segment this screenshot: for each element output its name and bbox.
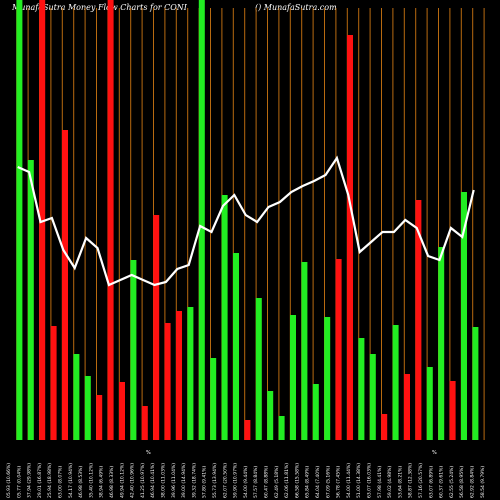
bar xyxy=(221,195,228,440)
bar xyxy=(324,317,331,440)
x-tick-label: 54.00 (11.44%) xyxy=(346,463,352,498)
x-tick-label: 05.93 (10.66%) xyxy=(6,463,12,498)
x-tick-label: 60.37 (9.61%) xyxy=(439,466,445,498)
bar xyxy=(210,358,217,440)
bar xyxy=(96,395,103,440)
x-tick-label: 58.54 (9.79%) xyxy=(480,466,486,498)
x-tick-label: 39.96 (11.04%) xyxy=(171,463,177,498)
bar xyxy=(84,376,91,440)
x-tick-label: 60.47 (8.88%) xyxy=(264,466,270,498)
x-tick-label: 46.98 (8.53%) xyxy=(78,466,84,498)
x-tick-label: 63.07 (6.89%) xyxy=(428,466,434,498)
bar xyxy=(290,315,296,440)
bar xyxy=(301,262,308,440)
x-tick-label: 46.98 (8.33%) xyxy=(109,466,115,498)
x-tick-label: 62.07 (20.50%) xyxy=(222,463,228,498)
x-tick-label: 62.49 (5.18%) xyxy=(274,466,280,498)
x-tick-label: 62.92 (8.84%) xyxy=(470,466,476,498)
bar xyxy=(369,354,376,440)
bar xyxy=(27,160,34,440)
bar xyxy=(404,374,410,440)
percent-marker-right: % xyxy=(432,450,437,456)
x-tick-label: 56.58 (8.95%) xyxy=(459,466,465,498)
x-tick-label: 39.00 (14.94%) xyxy=(181,463,187,498)
x-tick-label: 59.90 (10.97%) xyxy=(233,463,239,498)
x-tick-label: 64.04 (7.40%) xyxy=(315,466,321,498)
x-tick-label: 54.00 (9.44%) xyxy=(243,466,249,498)
bar xyxy=(187,307,194,440)
x-tick-label: 57.98 (4.41%) xyxy=(377,466,383,498)
x-tick-label: 63.00 (8.07%) xyxy=(58,466,64,498)
bar xyxy=(119,382,125,440)
bar xyxy=(267,391,274,440)
bar xyxy=(198,0,205,440)
x-tick-label: 63.07 (16.03%) xyxy=(367,463,373,498)
x-tick-label: 46.94 (10.41%) xyxy=(150,463,156,498)
x-tick-label: 58.87 (12.38%) xyxy=(408,463,414,498)
bar xyxy=(312,384,319,440)
bar xyxy=(358,338,365,440)
bar xyxy=(255,298,262,440)
bar xyxy=(472,327,479,440)
x-tick-label: 49.94 (10.12%) xyxy=(119,463,125,498)
x-tick-label: 25.94 (18.98%) xyxy=(47,463,53,498)
bar xyxy=(244,420,251,440)
bar xyxy=(164,323,171,440)
x-tick-label: 38.94 (6.49%) xyxy=(99,466,105,498)
bar xyxy=(16,0,23,440)
bar xyxy=(233,253,239,440)
x-tick-label: 66.58 (15.58%) xyxy=(294,463,300,498)
percent-marker-left: % xyxy=(146,450,151,456)
x-tick-label: 53.64 (8.21%) xyxy=(397,466,403,498)
bar xyxy=(381,414,388,440)
money-flow-line xyxy=(17,155,475,287)
bar xyxy=(62,130,68,440)
bar-series xyxy=(16,0,479,440)
bar xyxy=(438,247,445,440)
x-tick-label: 56.78 (7.45%) xyxy=(336,466,342,498)
x-tick-label: 41.25 (10.97%) xyxy=(140,463,146,498)
x-tick-label: 29.01 (16.87%) xyxy=(37,463,43,498)
bar xyxy=(39,0,46,440)
bar xyxy=(130,260,137,440)
x-tick-label: 54.17 (10.94%) xyxy=(68,463,74,498)
x-tick-label: 35.40 (10.12%) xyxy=(88,463,94,498)
x-tick-label: 38.00 (11.03%) xyxy=(161,463,167,498)
x-tick-label: 62.06 (11.81%) xyxy=(284,463,290,498)
bar xyxy=(392,325,399,440)
x-tick-label: 39.32 (18.74%) xyxy=(191,463,197,498)
bar xyxy=(335,259,342,440)
x-tick-label: 57.80 (9.41%) xyxy=(202,466,208,498)
bar xyxy=(50,326,57,440)
bar xyxy=(347,35,353,440)
x-tick-label: 37.94 (29.98%) xyxy=(27,463,33,498)
x-tick-label: 05.77 (0.04%) xyxy=(16,466,22,498)
bar xyxy=(278,416,285,440)
bar xyxy=(461,192,467,440)
chart-watermark: () MunafaSutra.com xyxy=(255,3,337,12)
x-tick-label: 59.02 (4.98%) xyxy=(387,466,393,498)
bar xyxy=(141,406,148,440)
bar xyxy=(73,354,80,440)
x-tick-label: 42.40 (10.96%) xyxy=(130,463,136,498)
bar xyxy=(107,0,114,440)
x-tick-label: 57.57 (8.84%) xyxy=(253,466,259,498)
bar xyxy=(449,381,456,440)
x-tick-label: 51.00 (14.38%) xyxy=(356,463,362,498)
x-tick-label: 67.09 (5.16%) xyxy=(325,466,331,498)
x-tick-label: 62.55 (5.24%) xyxy=(449,466,455,498)
x-tick-labels: 05.93 (10.66%) 05.77 (0.04%) 37.94 (29.98%… xyxy=(6,463,486,498)
x-tick-label: 65.84 (8.49%) xyxy=(305,466,311,498)
bar xyxy=(153,215,160,440)
bar xyxy=(415,200,422,440)
bar xyxy=(176,311,182,440)
x-tick-label: 57.16 (20.57%) xyxy=(418,463,424,498)
chart-title: MunafaSutra Money Flow Charts for CONI xyxy=(11,3,188,12)
bar xyxy=(426,367,433,440)
x-tick-label: 55.73 (13.94%) xyxy=(212,463,218,498)
